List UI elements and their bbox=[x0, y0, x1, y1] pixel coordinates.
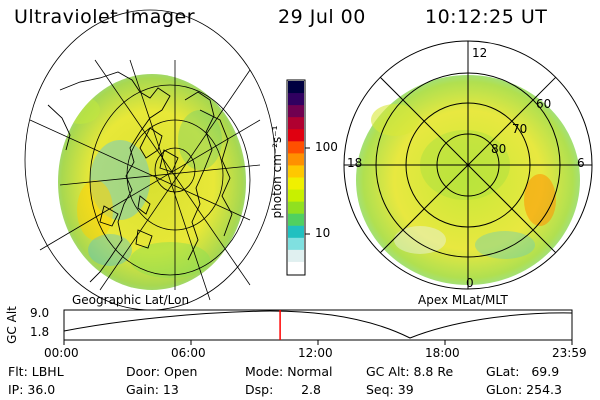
time-tick-0600: 06:00 bbox=[171, 346, 206, 360]
altitude-ytick-1-8: 1.8 bbox=[30, 325, 50, 339]
lat-label-80: 80 bbox=[491, 142, 507, 156]
info-glat: GLat: 69.9 bbox=[486, 364, 560, 379]
colorbar-cell bbox=[288, 261, 304, 275]
time-tick-0000: 00:00 bbox=[44, 346, 79, 360]
colorbar-cell bbox=[288, 249, 304, 263]
info-gc-alt: GC Alt: 8.8 Re bbox=[366, 364, 454, 379]
colorbar-cells bbox=[288, 81, 304, 275]
mlt-label-12: 12 bbox=[472, 46, 488, 60]
mlt-label-0: 0 bbox=[466, 276, 474, 290]
info-gain: Gain: 13 bbox=[126, 382, 179, 397]
colorbar-cell bbox=[288, 225, 304, 239]
colorbar-cell bbox=[288, 201, 304, 215]
colorbar-cell bbox=[288, 93, 304, 106]
info-dsp: Dsp: 2.8 bbox=[245, 382, 321, 397]
info-ip: IP: 36.0 bbox=[8, 382, 56, 397]
time-label: 10:12:25 UT bbox=[425, 6, 548, 28]
magnetic-image bbox=[343, 40, 593, 290]
colorbar-tick-10: 10 bbox=[315, 226, 331, 240]
magnetic-label: Apex MLat/MLT bbox=[418, 293, 508, 307]
colorbar-cell bbox=[288, 105, 304, 118]
magnetic-grid bbox=[343, 40, 593, 290]
lat-label-60: 60 bbox=[536, 97, 552, 111]
colorbar-cell bbox=[288, 129, 304, 142]
colorbar-cell bbox=[288, 141, 304, 154]
time-tick-1800: 18:00 bbox=[425, 346, 460, 360]
lat-label-70: 70 bbox=[512, 122, 528, 136]
colorbar-cell bbox=[288, 237, 304, 251]
colorbar-cell bbox=[288, 81, 304, 94]
info-glon: GLon: 254.3 bbox=[486, 382, 562, 397]
colorbar-unit-label: photon cm⁻²s⁻¹ bbox=[270, 125, 284, 219]
mlt-label-18: 18 bbox=[347, 156, 363, 170]
mlt-label-6: 6 bbox=[577, 156, 585, 170]
info-seq: Seq: 39 bbox=[366, 382, 414, 397]
colorbar-ticks bbox=[305, 147, 310, 235]
coastline-outline bbox=[47, 71, 233, 283]
geographic-label: Geographic Lat/Lon bbox=[72, 293, 190, 307]
altitude-ylabel: GC Alt bbox=[5, 306, 19, 344]
colorbar-cell bbox=[288, 213, 304, 227]
colorbar-cell bbox=[288, 117, 304, 130]
colorbar-tick-100: 100 bbox=[315, 140, 338, 154]
info-door: Door: Open bbox=[126, 364, 198, 379]
colorbar-cell bbox=[288, 189, 304, 203]
time-tick-1200: 12:00 bbox=[298, 346, 333, 360]
info-mode: Mode: Normal bbox=[245, 364, 333, 379]
altitude-ticks bbox=[63, 340, 573, 345]
time-tick-2359: 23:59 bbox=[552, 346, 587, 360]
altitude-curve bbox=[63, 310, 573, 339]
date-label: 29 Jul 00 bbox=[278, 6, 366, 28]
info-filter: Flt: LBHL bbox=[8, 364, 64, 379]
colorbar-cell bbox=[288, 177, 304, 191]
colorbar-cell bbox=[288, 165, 304, 178]
colorbar-cell bbox=[288, 153, 304, 166]
altitude-plot bbox=[63, 309, 573, 345]
altitude-ytick-9: 9.0 bbox=[30, 306, 50, 320]
instrument-title: Ultraviolet Imager bbox=[14, 6, 196, 28]
geographic-image bbox=[24, 9, 276, 311]
